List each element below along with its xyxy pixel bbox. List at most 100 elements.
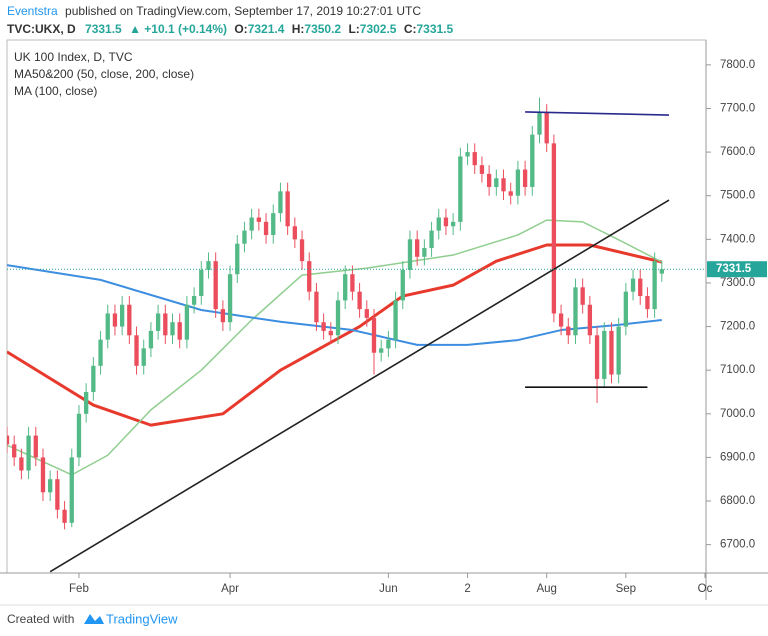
candle-body [544,112,549,144]
candle-body [62,509,67,523]
candle-body [623,291,629,327]
x-tick-label: Sep [616,583,636,595]
ohlc-label: O: [234,22,247,36]
ohlc-value: 7350.2 [304,22,341,36]
candle-body [134,335,139,366]
candle-body [299,239,305,262]
ohlc-value: 7302.5 [360,22,397,36]
candle-body [249,217,254,231]
candle-body [450,221,456,227]
ohlc-label: H: [292,22,305,36]
candle-body [155,313,161,331]
plot [7,97,706,573]
candle-body [184,304,190,340]
candle-body [659,269,664,274]
candle-body [206,261,211,270]
candle-body [163,313,168,336]
candle-body [638,278,643,297]
y-tick-label: 6700.0 [720,539,755,551]
last-price-box [707,261,767,278]
y-tick-label: 6900.0 [720,451,755,463]
y-tick-label: 7100.0 [720,364,755,376]
candle-body [515,169,521,196]
candle-body [148,330,154,349]
candle-body [263,221,269,235]
candle-body [191,296,197,305]
legend-entry: MA50&200 (50, close, 200, close) [14,67,194,81]
candle-body [350,274,355,292]
candle-body [465,152,470,157]
published: published on TradingView.com, September … [65,4,421,18]
candle-body [558,313,564,327]
candle-body [127,304,132,336]
logo-shape [84,614,104,624]
candle-body [314,291,319,323]
x-tick-label: Aug [536,583,556,595]
y-tick-label: 7600.0 [720,146,755,158]
candle-body [33,435,38,458]
candle-body [594,335,600,379]
candle-body [271,213,276,235]
candle-body [26,435,31,471]
candle-body [436,217,441,231]
candle-body [458,156,463,222]
ohlc-label: C: [404,22,417,36]
candle-body [364,309,369,318]
plot-frame [6,39,707,574]
candle-body [242,230,247,244]
candle-body [292,226,297,240]
legend-entry: UK 100 Index, D, TVC [14,50,133,64]
candle-body [501,178,506,192]
candle-body [645,296,650,310]
candle-body [580,287,585,305]
candle-body [199,269,204,297]
candle-body [587,304,593,336]
candle-body [91,365,96,392]
candle-body [256,217,262,222]
candle-body [479,165,485,174]
tradingview-logo [84,614,104,624]
candle-body [602,330,607,379]
candle-body [48,479,53,493]
candle-body [486,173,492,187]
x-tick-label: Oc [698,583,713,595]
axes: 6700.0 6800.0 6900.0 7000.0 7100.0 7200.0 7300… [69,59,767,595]
candle-body [83,391,89,414]
footer-text: Created with [7,612,74,626]
author[interactable]: Eventstra [7,4,58,18]
candle-body [98,339,103,366]
candle-body [393,300,398,340]
y-tick-label: 7000.0 [720,408,755,420]
candle-body [112,313,118,327]
trend-line [49,199,670,573]
candle-body [522,169,528,187]
footer-brand[interactable]: TradingView [106,611,178,626]
candle-body [40,457,46,493]
candle-body [343,274,348,301]
candle-body [537,112,542,135]
x-tick-label: Apr [221,583,239,595]
candle-body [105,313,110,340]
y-tick-label: 7800.0 [720,59,755,71]
candle-body [285,191,290,227]
candle-body [357,291,362,310]
candle-body [19,457,24,471]
moving-average [7,219,663,476]
candle-body [609,330,614,375]
candle-body [328,330,333,336]
candle-body [76,413,82,458]
candle-body [371,317,377,353]
ohlc-value: 7321.4 [248,22,285,36]
candle-body [566,326,571,336]
x-tick-label: 2 [464,583,470,595]
x-tick-label: Feb [69,583,89,595]
candle-body [379,348,384,353]
candle-body [551,143,557,314]
candle-body [472,152,477,166]
y-tick-label: 6800.0 [720,495,755,507]
ohlc-label: L: [348,22,359,36]
last-price-label: 7331.5 [716,263,752,275]
candle-body [321,322,326,331]
symbol-line: TVC:UKX, D 7331.5 ▲ +10.1 (+0.14%) O:732… [7,22,454,36]
